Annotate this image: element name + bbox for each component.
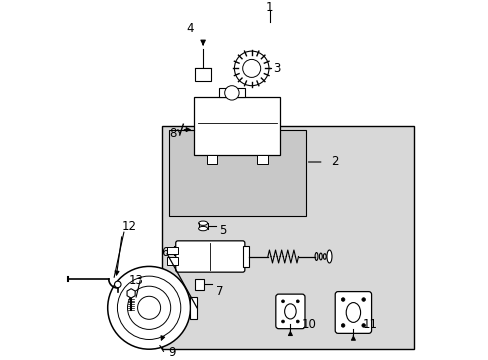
Text: 8: 8 [168, 127, 176, 140]
Text: 1: 1 [265, 1, 273, 14]
Bar [206, 155, 217, 164]
Bar [194, 97, 280, 155]
Circle shape [281, 320, 284, 323]
Text: 5: 5 [219, 224, 226, 237]
Text: 10: 10 [301, 318, 316, 330]
Text: 6: 6 [161, 246, 169, 258]
Ellipse shape [198, 221, 207, 225]
Bar [219, 88, 244, 97]
FancyBboxPatch shape [275, 294, 305, 329]
Circle shape [224, 86, 239, 100]
Circle shape [107, 266, 190, 349]
Ellipse shape [198, 226, 207, 231]
Ellipse shape [326, 250, 331, 263]
Text: 7: 7 [215, 285, 223, 298]
FancyBboxPatch shape [335, 292, 371, 333]
Bar [257, 155, 267, 164]
Bar [190, 297, 197, 319]
FancyBboxPatch shape [195, 68, 211, 81]
Circle shape [361, 298, 365, 301]
Bar [167, 247, 178, 254]
Circle shape [296, 320, 299, 323]
Circle shape [281, 300, 284, 303]
Circle shape [341, 298, 344, 301]
Circle shape [114, 281, 121, 288]
Circle shape [361, 324, 365, 327]
Text: 12: 12 [122, 220, 137, 233]
Circle shape [234, 51, 268, 86]
Text: 3: 3 [273, 62, 280, 75]
FancyBboxPatch shape [175, 241, 244, 272]
Bar [194, 279, 204, 290]
Text: 4: 4 [186, 22, 194, 35]
Text: 11: 11 [362, 318, 377, 330]
Bar [167, 257, 178, 265]
Text: 13: 13 [129, 274, 143, 287]
Circle shape [296, 300, 299, 303]
Bar [242, 247, 249, 266]
Text: 9: 9 [168, 346, 176, 359]
Bar [168, 130, 305, 216]
Bar [162, 126, 413, 349]
Circle shape [341, 324, 344, 327]
Text: 2: 2 [330, 156, 338, 168]
